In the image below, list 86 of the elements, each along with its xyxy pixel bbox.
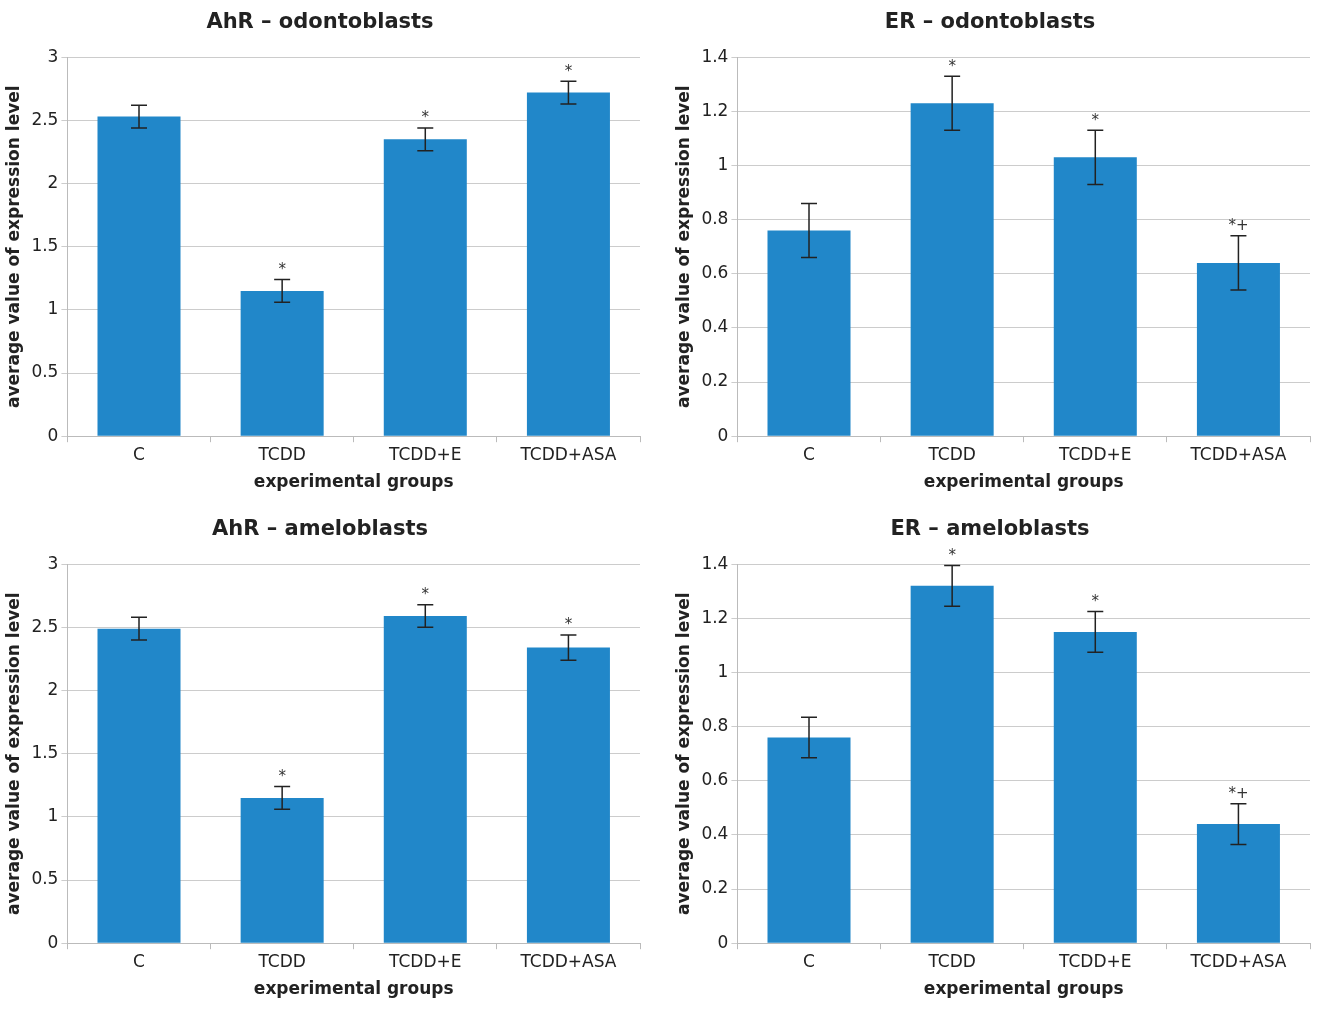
bar	[910, 585, 994, 943]
bar	[1053, 631, 1137, 943]
x-tick-label: TCDD+ASA	[1189, 443, 1287, 464]
y-tick-label: 2.5	[31, 108, 59, 129]
y-axis-title: average value of expression level	[672, 592, 693, 916]
x-tick-label: C	[803, 443, 815, 464]
y-tick-label: 1	[717, 660, 729, 681]
x-tick-label: C	[133, 950, 145, 971]
x-tick-label: TCDD+E	[1058, 950, 1132, 971]
bar	[240, 797, 324, 943]
y-tick-label: 0.4	[701, 823, 729, 844]
y-tick-label: 0.8	[701, 208, 729, 229]
x-tick-label: TCDD	[927, 443, 976, 464]
y-tick-label: 1.5	[31, 742, 59, 763]
chart-title: AhR – ameloblasts	[212, 516, 428, 541]
y-tick-label: 1	[717, 153, 729, 174]
annotation: *	[278, 766, 287, 785]
annotation: *	[1091, 591, 1100, 610]
y-tick-label: 1	[47, 298, 59, 319]
annotation: *	[1091, 110, 1100, 129]
bar	[910, 103, 994, 436]
annotation: *	[948, 56, 957, 75]
y-tick-label: 0.6	[701, 769, 729, 790]
annotation: *	[278, 259, 287, 278]
y-tick-label: 3	[47, 45, 59, 66]
bar	[383, 616, 467, 943]
x-axis-title: experimental groups	[253, 978, 454, 999]
y-tick-label: 0.2	[701, 370, 729, 391]
bar	[383, 139, 467, 436]
y-tick-label: 1.2	[701, 606, 729, 627]
bar	[97, 628, 181, 943]
chart-title: ER – odontoblasts	[884, 9, 1096, 34]
y-axis-title: average value of expression level	[2, 85, 23, 409]
y-axis-title: average value of expression level	[672, 85, 693, 409]
x-tick-label: TCDD	[257, 950, 306, 971]
x-tick-label: TCDD+ASA	[1189, 950, 1287, 971]
annotation: *	[948, 545, 957, 564]
annotation: *	[564, 615, 573, 634]
x-axis-title: experimental groups	[923, 471, 1124, 492]
bar	[526, 92, 610, 436]
bar	[767, 737, 851, 943]
y-tick-label: 2	[47, 678, 59, 699]
bar	[526, 647, 610, 943]
y-tick-label: 1	[47, 805, 59, 826]
y-tick-label: 1.5	[31, 235, 59, 256]
y-tick-label: 0	[47, 931, 59, 952]
annotation: *+	[1228, 216, 1249, 235]
y-tick-label: 0	[717, 931, 729, 952]
y-tick-label: 1.4	[701, 552, 729, 573]
x-tick-label: TCDD+ASA	[519, 443, 617, 464]
y-tick-label: 3	[47, 552, 59, 573]
x-tick-label: C	[133, 443, 145, 464]
bar	[767, 230, 851, 436]
y-tick-label: 0.6	[701, 262, 729, 283]
bar	[1053, 157, 1137, 436]
annotation: *	[421, 585, 430, 604]
y-tick-label: 1.4	[701, 45, 729, 66]
x-tick-label: TCDD	[927, 950, 976, 971]
y-tick-label: 0	[47, 424, 59, 445]
x-tick-label: TCDD+E	[388, 443, 462, 464]
annotation: *	[421, 108, 430, 127]
bar	[240, 290, 324, 436]
x-tick-label: C	[803, 950, 815, 971]
bar	[97, 116, 181, 436]
y-tick-label: 0.4	[701, 316, 729, 337]
y-tick-label: 2	[47, 171, 59, 192]
x-tick-label: TCDD+E	[388, 950, 462, 971]
y-tick-label: 0.5	[31, 361, 59, 382]
y-tick-label: 0.5	[31, 868, 59, 889]
annotation: *	[564, 61, 573, 80]
x-tick-label: TCDD+ASA	[519, 950, 617, 971]
chart-title: ER – ameloblasts	[890, 516, 1090, 541]
x-axis-title: experimental groups	[923, 978, 1124, 999]
x-axis-title: experimental groups	[253, 471, 454, 492]
y-tick-label: 0.2	[701, 877, 729, 898]
y-tick-label: 0	[717, 424, 729, 445]
y-tick-label: 1.2	[701, 99, 729, 120]
y-tick-label: 0.8	[701, 715, 729, 736]
annotation: *+	[1228, 784, 1249, 803]
x-tick-label: TCDD	[257, 443, 306, 464]
chart-title: AhR – odontoblasts	[206, 9, 434, 34]
bar	[1196, 824, 1280, 943]
y-tick-label: 2.5	[31, 615, 59, 636]
y-axis-title: average value of expression level	[2, 592, 23, 916]
x-tick-label: TCDD+E	[1058, 443, 1132, 464]
bar	[1196, 262, 1280, 436]
